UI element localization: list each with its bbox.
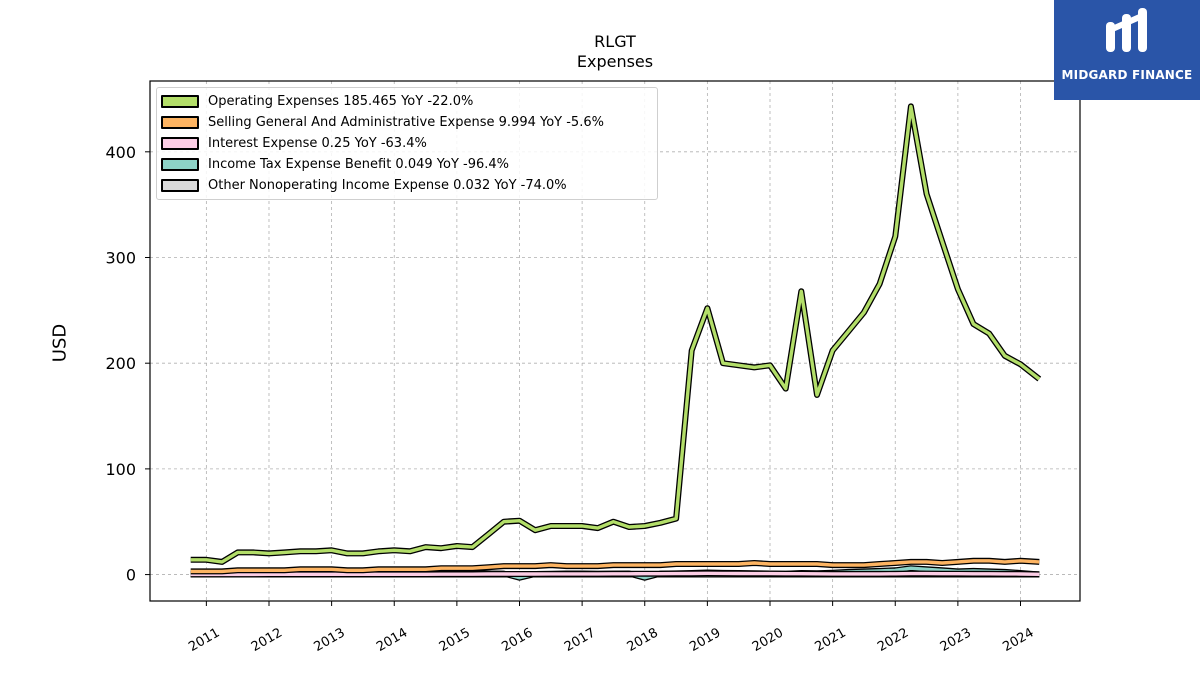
y-tick-label: 100 (105, 460, 136, 479)
y-tick-label: 0 (126, 566, 136, 585)
series-selling-general-and-administrative-expense (190, 557, 1040, 575)
chart-title: RLGT (594, 32, 636, 51)
plot-frame (149, 80, 1081, 602)
series-interest-expense (190, 570, 1040, 578)
x-tick-label: 2018 (625, 625, 661, 655)
x-tick-label: 2014 (374, 625, 410, 655)
legend-swatch (161, 157, 199, 171)
x-tick-label: 2023 (938, 625, 974, 655)
series-line (190, 104, 1041, 564)
legend-item-income-tax: Income Tax Expense Benefit 0.049 YoY -96… (161, 155, 509, 173)
y-tick-label: 200 (105, 354, 136, 373)
x-tick-label: 2016 (499, 625, 535, 655)
legend: Operating Expenses 185.465 YoY -22.0% Se… (156, 87, 658, 200)
series-line (190, 571, 1040, 577)
midgard-finance-logo: MIDGARD FINANCE (1054, 0, 1200, 100)
series-operating-expenses (190, 103, 1042, 565)
x-tick-label: 2022 (875, 625, 911, 655)
x-tick-label: 2017 (562, 625, 598, 655)
y-axis-label: USD (49, 323, 71, 363)
legend-label: Other Nonoperating Income Expense 0.032 … (208, 177, 567, 193)
legend-item-other-nonoperating: Other Nonoperating Income Expense 0.032 … (161, 176, 567, 194)
grid-lines (150, 81, 1080, 601)
legend-item-interest-expense: Interest Expense 0.25 YoY -63.4% (161, 134, 427, 152)
x-tick-label: 2021 (812, 625, 848, 655)
legend-swatch (161, 94, 199, 108)
logo-text: MIDGARD FINANCE (1061, 68, 1193, 82)
series-layer (190, 103, 1042, 581)
legend-label: Operating Expenses 185.465 YoY -22.0% (208, 93, 474, 109)
legend-item-operating-expenses: Operating Expenses 185.465 YoY -22.0% (161, 92, 473, 110)
legend-label: Income Tax Expense Benefit 0.049 YoY -96… (208, 156, 509, 172)
x-tick-label: 2024 (1000, 625, 1036, 655)
series-line (190, 559, 1040, 574)
legend-swatch (161, 178, 199, 192)
x-tick-label: 2012 (249, 625, 285, 655)
midgard-logo-icon (1106, 8, 1147, 52)
legend-swatch (161, 136, 199, 150)
chart-subtitle: Expenses (576, 52, 654, 71)
y-tick-label: 300 (105, 249, 136, 268)
legend-swatch (161, 115, 199, 129)
legend-label: Interest Expense 0.25 YoY -63.4% (208, 135, 427, 151)
legend-label: Selling General And Administrative Expen… (208, 114, 604, 130)
x-tick-label: 2011 (186, 625, 222, 655)
x-tick-label: 2013 (311, 625, 347, 655)
x-tick-label: 2020 (750, 625, 786, 655)
y-tick-label: 400 (105, 143, 136, 162)
legend-item-sga-expense: Selling General And Administrative Expen… (161, 113, 604, 131)
x-tick-label: 2019 (687, 625, 723, 655)
x-tick-label: 2015 (437, 625, 473, 655)
